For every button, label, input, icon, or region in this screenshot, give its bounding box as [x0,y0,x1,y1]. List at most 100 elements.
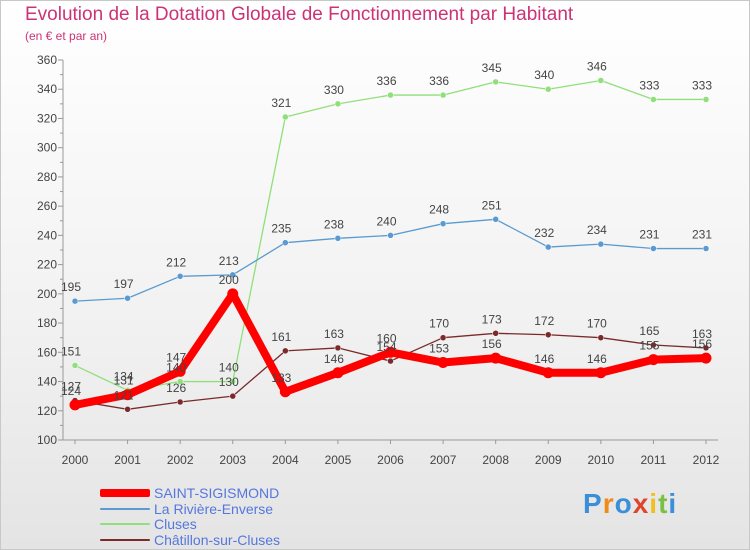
data-point [439,220,447,227]
data-label: 146 [534,352,554,366]
data-point [69,399,81,411]
data-point [702,96,710,103]
data-point [176,273,184,280]
data-label: 212 [166,255,186,269]
data-point [279,386,291,398]
data-point [650,96,657,103]
legend-swatch [100,508,150,510]
y-tick-label: 220 [37,258,57,272]
legend-swatch [100,489,150,497]
x-tick-label: 2011 [641,453,667,467]
data-label: 170 [429,317,449,331]
data-label: 172 [534,314,554,328]
data-label: 232 [534,226,554,240]
legend-swatch [100,523,150,525]
chart-title: Evolution de la Dotation Globale de Fonc… [25,4,574,25]
data-point [702,344,710,352]
data-point [545,331,552,339]
data-label: 213 [219,254,239,268]
data-point [492,330,499,337]
data-point [174,365,186,377]
data-point [492,78,499,86]
x-tick-label: 2002 [167,453,194,467]
data-point [71,362,79,369]
data-point [122,389,134,401]
data-label: 231 [692,228,712,242]
data-label: 251 [482,198,502,212]
data-label: 336 [376,74,396,88]
x-tick-label: 2010 [587,453,614,467]
data-point [387,91,394,99]
data-label: 336 [429,74,449,88]
y-tick-label: 280 [37,170,57,184]
data-label: 151 [61,344,81,358]
legend-label: SAINT-SIGISMOND [154,485,280,501]
data-label: 156 [692,337,712,351]
data-label: 140 [219,361,239,375]
y-tick-label: 140 [37,375,57,389]
x-tick-label: 2001 [114,453,141,467]
data-label: 248 [429,203,449,217]
data-label: 156 [482,337,502,351]
data-point [542,367,554,379]
data-label: 231 [639,228,659,242]
x-tick-label: 2008 [482,453,509,467]
data-point [597,240,605,248]
data-label: 133 [271,371,291,385]
data-point [385,346,396,358]
y-tick-label: 100 [37,433,57,447]
data-point [334,235,342,242]
data-point [71,297,79,305]
data-label: 345 [482,61,502,75]
data-point [332,367,344,379]
logo-letter: o [614,488,633,519]
x-tick-label: 2007 [430,453,457,467]
data-label: 127 [61,380,81,394]
data-label: 134 [114,369,134,383]
data-label: 234 [587,223,607,237]
data-label: 121 [114,388,134,402]
data-point [650,341,657,349]
legend-label: Châtillon-sur-Cluses [154,532,281,548]
logo-letter: i [649,488,659,519]
logo-letter: x [632,488,650,519]
data-label: 161 [271,330,291,344]
legend-label: Cluses [154,516,197,532]
data-point [702,245,710,252]
data-point [545,243,552,251]
data-label: 197 [114,277,134,291]
data-point [439,334,447,341]
data-point [334,100,342,108]
data-point [282,113,289,121]
y-tick-label: 240 [37,228,57,242]
data-point [229,378,236,385]
data-point [124,406,131,413]
x-tick-label: 2003 [219,453,246,467]
data-point [597,334,605,341]
data-label: 346 [587,59,607,73]
x-tick-label: 2004 [272,453,299,467]
data-point [282,347,289,355]
y-tick-label: 360 [37,53,57,67]
data-label: 340 [534,68,554,82]
data-point [229,392,236,400]
data-label: 238 [324,217,344,231]
data-label: 173 [482,312,502,326]
legend-swatch [100,539,150,541]
data-point [387,232,394,239]
logo-letter: r [602,488,615,519]
data-label: 170 [587,317,607,331]
x-tick-label: 2005 [325,453,352,467]
data-label: 147 [166,350,186,364]
data-label: 155 [639,339,659,353]
data-label: 321 [271,96,291,110]
data-label: 130 [219,375,239,389]
data-label: 131 [114,374,134,388]
data-label: 146 [324,352,344,366]
data-point [334,344,342,352]
data-label: 146 [587,352,607,366]
y-tick-label: 180 [37,316,57,330]
y-tick-label: 200 [37,287,57,301]
x-tick-label: 2012 [693,453,720,467]
